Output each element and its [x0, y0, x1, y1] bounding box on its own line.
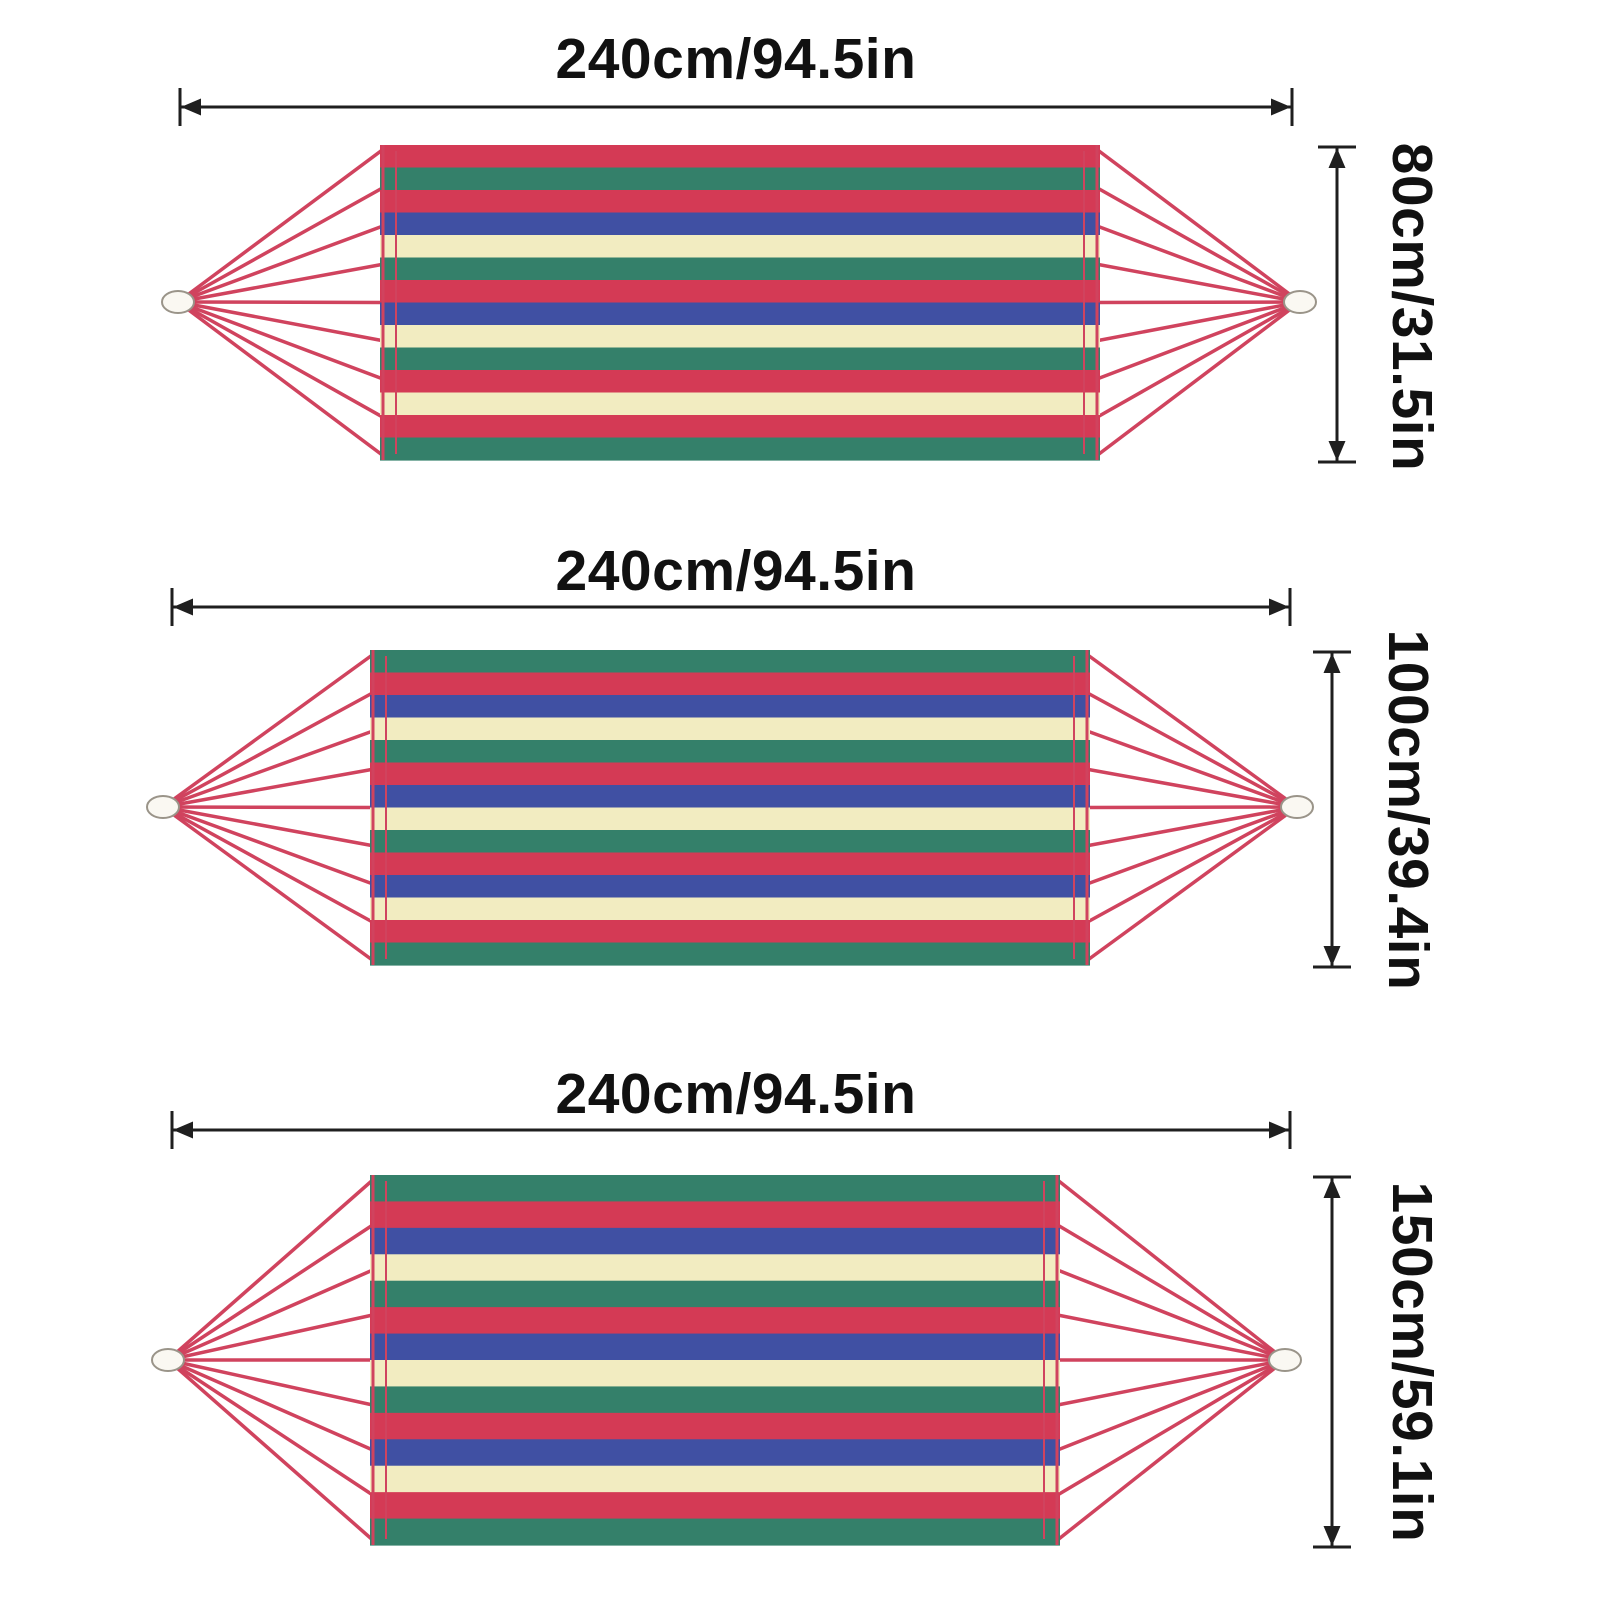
right-ring	[1283, 290, 1317, 314]
width-dimension-label: 240cm/94.5in	[555, 539, 917, 603]
left-ring	[161, 290, 195, 314]
horizontal-dimension-arrow	[170, 588, 1292, 626]
left-ropes	[161, 651, 377, 964]
height-dimension-label: 150cm/59.1in	[1380, 1181, 1444, 1543]
left-ropes	[176, 146, 387, 459]
hammock-section-medium: 240cm/94.5in 100cm/39.4in	[0, 510, 1600, 1040]
horizontal-dimension-arrow	[170, 1111, 1292, 1149]
right-ropes	[1053, 1176, 1287, 1544]
height-dimension-label: 80cm/31.5in	[1380, 142, 1444, 472]
right-ring	[1268, 1348, 1302, 1372]
hammock-fabric	[370, 650, 1090, 966]
hammock-diagram-large	[151, 1111, 1351, 1549]
width-dimension-label: 240cm/94.5in	[555, 1062, 917, 1126]
horizontal-dimension-arrow	[178, 88, 1294, 126]
left-ropes	[166, 1176, 377, 1544]
hammock-diagram-medium	[146, 588, 1351, 969]
width-dimension-label: 240cm/94.5in	[555, 27, 917, 91]
hammock-section-small: 240cm/94.5in 80cm/31.5in	[0, 0, 1600, 510]
height-dimension-label: 100cm/39.4in	[1376, 629, 1440, 991]
hammock-fabric	[370, 1175, 1060, 1546]
right-ropes	[1083, 651, 1299, 964]
vertical-dimension-arrow	[1318, 145, 1356, 464]
hammock-section-large: 240cm/94.5in 150cm/59.1in	[0, 1040, 1600, 1600]
hammock-fabric	[380, 145, 1100, 461]
vertical-dimension-arrow	[1313, 1175, 1351, 1549]
right-ring	[1280, 795, 1314, 819]
hammock-diagram-small	[161, 88, 1356, 464]
vertical-dimension-arrow	[1313, 650, 1351, 969]
left-ring	[146, 795, 180, 819]
right-ropes	[1093, 146, 1302, 459]
left-ring	[151, 1348, 185, 1372]
